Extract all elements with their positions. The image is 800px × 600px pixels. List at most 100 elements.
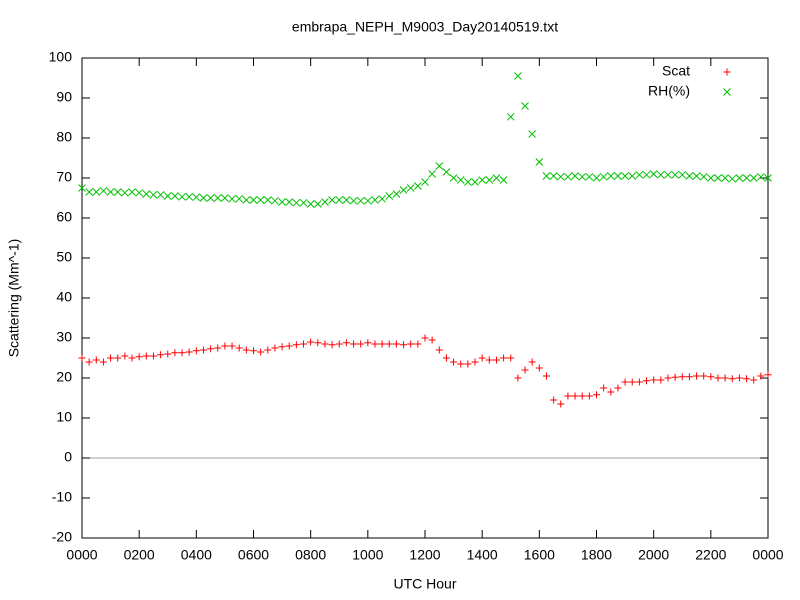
point xyxy=(585,392,593,400)
y-axis-label: Scattering (Mm^-1) xyxy=(6,239,22,358)
point xyxy=(178,349,186,357)
point xyxy=(328,196,336,204)
point xyxy=(192,347,200,355)
y-tick-label: 20 xyxy=(56,369,72,385)
point xyxy=(85,358,93,366)
point xyxy=(407,340,415,348)
point xyxy=(628,172,637,180)
point xyxy=(78,184,86,192)
point xyxy=(457,360,465,368)
x-tick-label: 1800 xyxy=(581,547,612,563)
x-tick-label: 0000 xyxy=(66,547,97,563)
point xyxy=(242,196,251,204)
point xyxy=(500,354,508,362)
point xyxy=(356,196,365,205)
point xyxy=(664,374,672,382)
point xyxy=(335,340,343,348)
point xyxy=(271,196,279,205)
point xyxy=(599,172,608,181)
point xyxy=(706,174,715,182)
point xyxy=(449,174,458,182)
x-tick-label: 1000 xyxy=(352,547,383,563)
y-tick-label: -20 xyxy=(52,529,72,545)
point xyxy=(321,198,329,206)
point xyxy=(371,340,379,348)
point xyxy=(607,388,615,396)
point xyxy=(414,340,422,348)
point xyxy=(521,102,529,110)
point xyxy=(621,172,629,180)
point xyxy=(149,352,157,360)
point xyxy=(271,344,279,352)
point xyxy=(92,188,101,196)
point xyxy=(507,354,515,362)
point xyxy=(385,192,394,200)
point xyxy=(221,342,229,350)
point xyxy=(564,172,572,181)
point xyxy=(292,198,301,207)
point xyxy=(185,348,193,356)
point xyxy=(264,346,272,354)
plot-frame xyxy=(81,57,769,539)
y-tick-label: 30 xyxy=(56,329,72,345)
point xyxy=(735,374,743,382)
point xyxy=(650,376,658,384)
point xyxy=(249,196,258,204)
point xyxy=(714,374,722,382)
point xyxy=(628,378,636,386)
point xyxy=(385,340,393,348)
y-tick-label: 10 xyxy=(56,409,72,425)
point xyxy=(635,378,643,386)
y-tick-label: 40 xyxy=(56,289,72,305)
point xyxy=(742,174,751,182)
legend-label: RH(%) xyxy=(648,83,690,99)
point xyxy=(92,356,100,364)
point xyxy=(492,174,501,182)
point xyxy=(314,339,322,347)
y-tick-label: -10 xyxy=(52,489,72,505)
point xyxy=(664,170,672,179)
point xyxy=(221,194,229,202)
chart-title: embrapa_NEPH_M9003_Day20140519.txt xyxy=(292,19,558,35)
point xyxy=(342,339,350,347)
point xyxy=(428,170,436,178)
point xyxy=(478,354,486,362)
point xyxy=(499,176,508,184)
point xyxy=(228,194,236,203)
x-tick-label: 0800 xyxy=(295,547,326,563)
point xyxy=(213,194,222,202)
x-tick-label: 2000 xyxy=(638,547,669,563)
point xyxy=(250,347,257,355)
point xyxy=(128,188,136,196)
x-tick-label: 1400 xyxy=(467,547,498,563)
point xyxy=(614,384,622,392)
point xyxy=(263,196,272,204)
legend-marker xyxy=(723,88,731,96)
point xyxy=(528,358,536,366)
point xyxy=(671,170,679,179)
y-tick-label: 0 xyxy=(64,449,72,465)
point xyxy=(642,170,651,179)
point xyxy=(464,178,472,186)
point xyxy=(121,352,129,360)
point xyxy=(399,186,408,194)
point xyxy=(335,196,344,204)
point xyxy=(207,345,215,353)
point xyxy=(85,188,93,196)
y-tick-label: 60 xyxy=(56,209,72,225)
point xyxy=(621,378,629,386)
point xyxy=(714,174,722,182)
point xyxy=(657,376,665,384)
point xyxy=(371,196,379,204)
legend-marker xyxy=(723,68,731,76)
point xyxy=(135,353,143,361)
point xyxy=(135,188,144,197)
point xyxy=(485,356,493,364)
point xyxy=(514,72,522,80)
point xyxy=(492,356,500,364)
point xyxy=(643,377,651,385)
point xyxy=(678,373,686,381)
point xyxy=(571,172,579,180)
point xyxy=(478,176,487,184)
